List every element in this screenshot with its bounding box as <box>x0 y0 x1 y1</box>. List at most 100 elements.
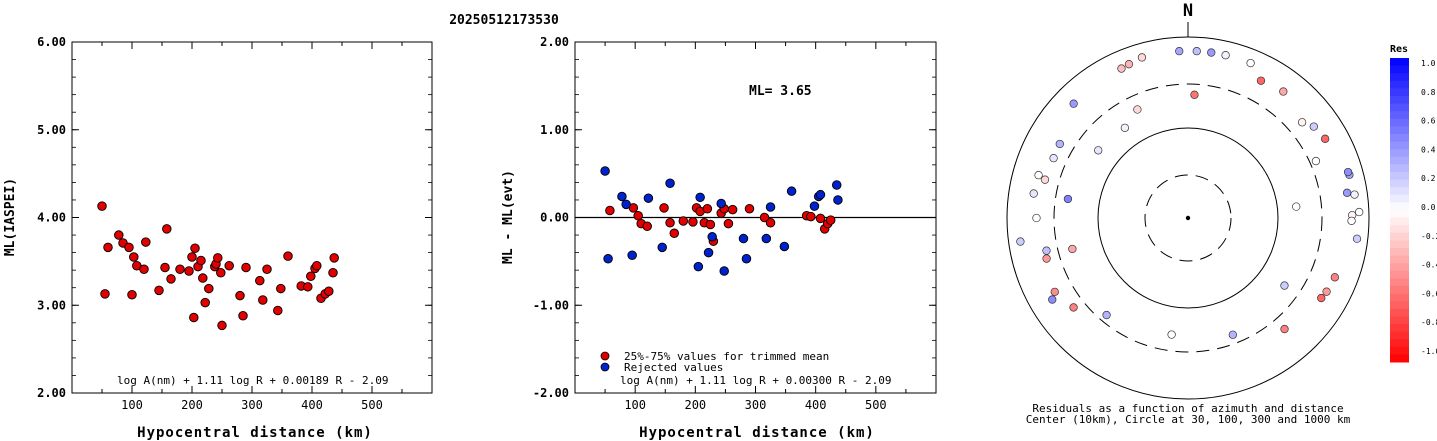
colorbar-cell <box>1390 308 1409 317</box>
plot2-point-series1 <box>786 186 797 196</box>
polar-point <box>1120 123 1130 132</box>
plot2-point-series0 <box>605 205 615 216</box>
plot2-point-series0 <box>633 210 643 221</box>
plot2-point-series1 <box>643 193 654 203</box>
polar-point <box>1317 293 1326 303</box>
legend-marker-rejected <box>600 362 610 372</box>
polar-points <box>1016 47 1364 339</box>
polar-point <box>1280 281 1289 290</box>
colorbar-cell <box>1390 156 1409 165</box>
plot2-point-series1 <box>815 189 826 200</box>
ring-100km <box>1097 127 1279 309</box>
plot1-point <box>139 264 149 275</box>
plot1-point <box>189 312 199 323</box>
plot2-point-series1 <box>695 192 705 203</box>
plot1-point <box>328 268 338 278</box>
colorbar-cell <box>1390 179 1409 188</box>
plot1-ytick-label: 5.00 <box>37 123 66 137</box>
colorbar-cell <box>1390 111 1409 120</box>
plot2-point-series0 <box>642 221 652 232</box>
plot1-point <box>238 311 248 321</box>
polar-point <box>1228 330 1237 339</box>
colorbar-cell <box>1390 210 1409 219</box>
plot2-point-series1 <box>627 250 637 260</box>
plot2-point-series0 <box>825 215 836 225</box>
plot2-point-series1 <box>603 253 613 264</box>
polar-point <box>1192 47 1201 56</box>
colorbar-tick-label: -1.0 <box>1421 347 1437 356</box>
plot1-point <box>175 264 185 275</box>
colorbar-cell <box>1390 141 1409 150</box>
plot2-point-series0 <box>659 203 669 213</box>
colorbar-tick-label: 1.0 <box>1421 59 1436 68</box>
plot1-point <box>162 224 172 234</box>
polar-point <box>1069 303 1078 312</box>
colorbar-tick-label: 0.2 <box>1421 174 1436 183</box>
plot1-point <box>100 289 110 299</box>
plot1-point <box>276 283 286 294</box>
polar-point <box>1322 287 1331 296</box>
polar-point <box>1342 188 1352 197</box>
colorbar-cell <box>1390 118 1409 127</box>
polar-point <box>1311 156 1321 166</box>
polar-caption-line1: Residuals as a function of azimuth and d… <box>1032 402 1343 415</box>
colorbar-cell <box>1390 331 1409 340</box>
polar-point <box>1221 51 1230 60</box>
polar-point <box>1102 310 1111 320</box>
colorbar-cell <box>1390 286 1409 295</box>
plot2-xtick-label: 500 <box>865 398 887 412</box>
plot1-ytick-label: 6.00 <box>37 35 66 49</box>
plot2-point-series0 <box>678 216 689 226</box>
polar-point <box>1016 237 1025 246</box>
colorbar-cell <box>1390 324 1409 333</box>
colorbar-cell <box>1390 301 1409 310</box>
colorbar-tick-label: -0.8 <box>1421 318 1437 327</box>
polar-point <box>1246 58 1255 68</box>
polar-point <box>1167 330 1176 339</box>
plot1-point <box>129 252 139 262</box>
polar-point <box>1343 167 1353 177</box>
plot2-formula: log A(nm) + 1.11 log R + 0.00300 R - 2.0… <box>620 374 892 387</box>
legend-marker-trimmed <box>600 351 610 361</box>
colorbar-tick-label: -0.2 <box>1421 232 1437 241</box>
plot2-point-series0 <box>723 218 734 229</box>
center-dot <box>1185 215 1191 221</box>
plot2-point-series1 <box>600 166 610 176</box>
plot1-point <box>306 271 316 282</box>
colorbar-labels: 1.0 0.8 0.6 0.4 0.2 0.0 -0.2 -0.4 -0.6 -0.8 -1.0 <box>1421 59 1437 356</box>
plot2-point-series1 <box>738 233 749 244</box>
colorbar-cell <box>1390 278 1409 287</box>
plot2-point-series1 <box>741 253 752 264</box>
colorbar-cells <box>1390 58 1409 363</box>
plot1-point <box>262 264 272 275</box>
polar-point <box>1292 202 1301 211</box>
polar-point <box>1042 254 1051 263</box>
plot1-point <box>166 274 176 284</box>
plot1-points <box>97 201 339 331</box>
colorbar-cell <box>1390 232 1409 241</box>
polar-point <box>1063 194 1073 204</box>
colorbar-cell <box>1390 240 1409 249</box>
polar-point <box>1137 53 1147 62</box>
north-label: N <box>1183 1 1193 21</box>
plot1-point <box>217 320 227 331</box>
colorbar-cell <box>1390 187 1409 196</box>
plot2-xtick-label: 100 <box>624 398 646 412</box>
ring-30km <box>1144 174 1232 262</box>
colorbar-cell <box>1390 103 1409 112</box>
polar-point <box>1034 170 1043 180</box>
polar-point <box>1042 246 1051 255</box>
polar-point <box>1124 60 1134 69</box>
plot1-xtick-label: 400 <box>301 398 323 412</box>
plot2-ytick-label: 1.00 <box>540 123 569 137</box>
colorbar-cell <box>1390 255 1409 264</box>
plot2-point-series0 <box>806 211 816 222</box>
colorbar-tick-label: 0.4 <box>1421 145 1436 154</box>
plot2-ytick-label: -2.00 <box>533 386 569 400</box>
plot2-point-series0 <box>665 218 675 228</box>
colorbar-cell <box>1390 134 1409 143</box>
colorbar-cell <box>1390 65 1409 74</box>
plot1-point <box>154 285 164 296</box>
colorbar-cell <box>1390 58 1409 67</box>
